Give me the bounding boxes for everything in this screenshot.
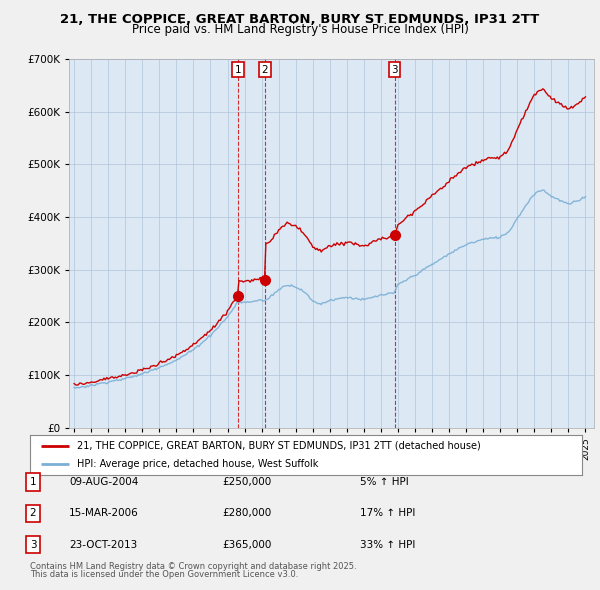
Text: 3: 3 bbox=[391, 64, 398, 74]
Text: 2: 2 bbox=[262, 64, 268, 74]
Text: 33% ↑ HPI: 33% ↑ HPI bbox=[360, 540, 415, 549]
Text: Price paid vs. HM Land Registry's House Price Index (HPI): Price paid vs. HM Land Registry's House … bbox=[131, 23, 469, 36]
Text: 21, THE COPPICE, GREAT BARTON, BURY ST EDMUNDS, IP31 2TT: 21, THE COPPICE, GREAT BARTON, BURY ST E… bbox=[61, 13, 539, 26]
Text: £365,000: £365,000 bbox=[222, 540, 271, 549]
Text: £280,000: £280,000 bbox=[222, 509, 271, 518]
Text: 1: 1 bbox=[235, 64, 241, 74]
Text: £250,000: £250,000 bbox=[222, 477, 271, 487]
Text: 2: 2 bbox=[29, 509, 37, 518]
Text: HPI: Average price, detached house, West Suffolk: HPI: Average price, detached house, West… bbox=[77, 459, 318, 469]
Text: 23-OCT-2013: 23-OCT-2013 bbox=[69, 540, 137, 549]
Text: 17% ↑ HPI: 17% ↑ HPI bbox=[360, 509, 415, 518]
Text: 1: 1 bbox=[29, 477, 37, 487]
Text: Contains HM Land Registry data © Crown copyright and database right 2025.: Contains HM Land Registry data © Crown c… bbox=[30, 562, 356, 571]
Text: 5% ↑ HPI: 5% ↑ HPI bbox=[360, 477, 409, 487]
Text: This data is licensed under the Open Government Licence v3.0.: This data is licensed under the Open Gov… bbox=[30, 571, 298, 579]
Text: 21, THE COPPICE, GREAT BARTON, BURY ST EDMUNDS, IP31 2TT (detached house): 21, THE COPPICE, GREAT BARTON, BURY ST E… bbox=[77, 441, 481, 451]
Text: 15-MAR-2006: 15-MAR-2006 bbox=[69, 509, 139, 518]
Text: 09-AUG-2004: 09-AUG-2004 bbox=[69, 477, 139, 487]
Text: 3: 3 bbox=[29, 540, 37, 549]
